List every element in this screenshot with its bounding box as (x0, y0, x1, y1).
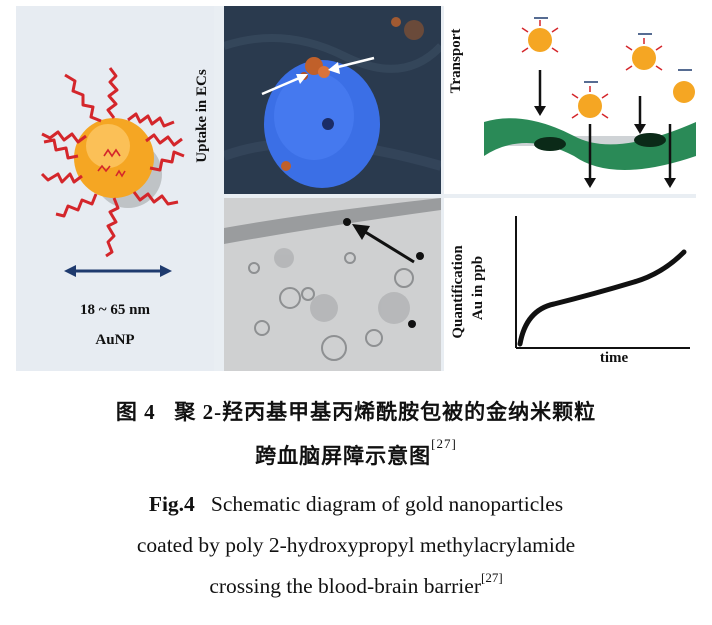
quantification-panel: Quantification Au in ppb time (444, 198, 696, 371)
figure: 18 ~ 65 nm AuNP Uptake in ECs (16, 6, 696, 371)
aunp-label: AuNP (95, 332, 135, 348)
caption-en-text-2: coated by poly 2-hydroxypropyl methylacr… (136, 533, 576, 557)
nanoparticle-3 (571, 81, 609, 119)
caption-en-line-3: crossing the blood-brain barrier[27] (0, 570, 712, 599)
caption-en-line-2: coated by poly 2-hydroxypropyl methylacr… (0, 533, 712, 558)
caption-en-ref: [27] (480, 570, 503, 585)
quantification-curve (515, 216, 690, 349)
caption-en-text-3: crossing the blood-brain barrier (209, 574, 481, 598)
nanoparticle-4 (673, 69, 695, 103)
caption-en-line-1: Fig.4 Schematic diagram of gold nanopart… (0, 492, 712, 517)
caption-cn-text-2: 跨血脑屏障示意图 (255, 444, 432, 468)
tem-micrograph (224, 198, 441, 371)
quant-x-label: time (599, 350, 629, 366)
caption-cn-prefix: 图 4 (115, 400, 156, 424)
transport-panel: Transport (444, 6, 696, 194)
caption-cn-line-1: 图 4 聚 2-羟丙基甲基丙烯酰胺包被的金纳米颗粒 (0, 396, 712, 426)
aunp-panel: 18 ~ 65 nm AuNP (16, 6, 214, 371)
fluorescence-micrograph (224, 6, 441, 194)
caption-cn-line-2: 跨血脑屏障示意图[27] (0, 436, 712, 470)
size-label: 18 ~ 65 nm (80, 302, 150, 318)
caption-en-text-1: Schematic diagram of gold nanoparticles (210, 492, 564, 516)
aunp-illustration (40, 67, 185, 277)
caption-en-prefix: Fig.4 (148, 492, 195, 516)
transport-illustration (484, 17, 696, 188)
nanoparticle-2 (625, 33, 663, 71)
caption-cn-text-1: 聚 2-羟丙基甲基丙烯酰胺包被的金纳米颗粒 (174, 400, 597, 424)
caption-cn-ref: [27] (431, 436, 457, 451)
uptake-side-label: Uptake in ECs (194, 69, 210, 163)
nanoparticle-1 (521, 17, 559, 53)
